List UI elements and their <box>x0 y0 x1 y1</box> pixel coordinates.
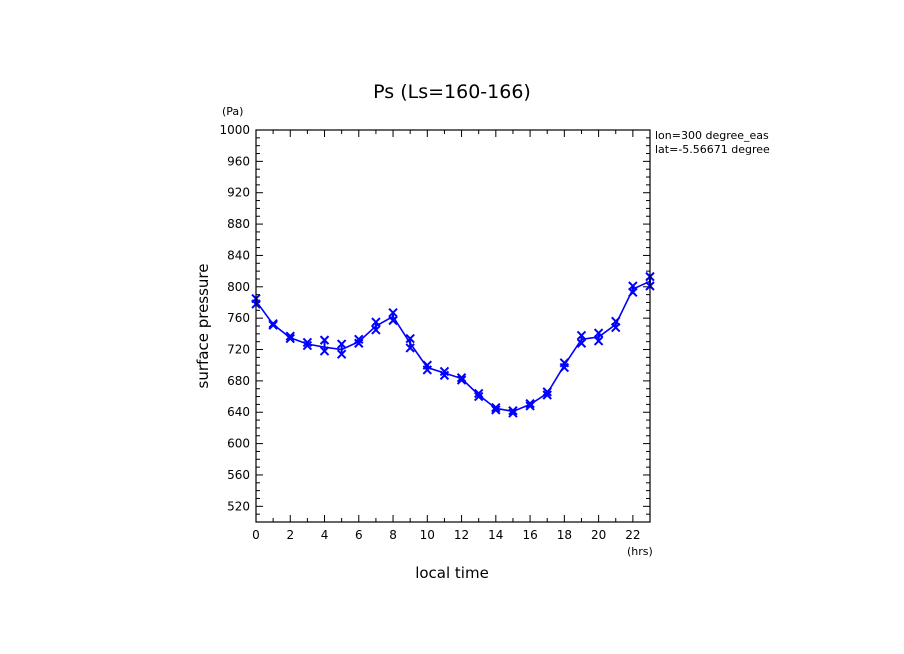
data-point <box>525 398 535 411</box>
chart-title: Ps (Ls=160-166) <box>373 81 531 103</box>
y-tick-label: 560 <box>227 468 250 482</box>
data-point <box>456 373 467 385</box>
x-tick-label: 14 <box>488 528 503 542</box>
x-tick-label: 10 <box>420 528 435 542</box>
data-point <box>628 281 638 297</box>
data-point <box>508 405 518 418</box>
data-point <box>405 333 415 353</box>
y-tick-label: 880 <box>227 217 250 231</box>
y-tick-label: 640 <box>227 405 250 419</box>
data-series <box>251 271 655 418</box>
x-tick-label: 20 <box>591 528 606 542</box>
x-tick-label: 22 <box>625 528 640 542</box>
x-tick-label: 0 <box>252 528 260 542</box>
annotation-lon: lon=300 degree_eas <box>655 129 769 142</box>
data-point <box>439 366 450 381</box>
x-tick-label: 16 <box>522 528 537 542</box>
data-point <box>559 358 570 373</box>
x-tick-label: 8 <box>389 528 397 542</box>
y-tick-label: 600 <box>227 437 250 451</box>
y-axis-title: surface pressure <box>194 264 212 389</box>
data-point <box>593 328 604 346</box>
x-tick-label: 18 <box>557 528 572 542</box>
data-point <box>491 402 501 415</box>
data-point <box>354 334 364 348</box>
data-point <box>422 360 433 375</box>
y-tick-label: 720 <box>227 343 250 357</box>
y-tick-label: 840 <box>227 248 250 262</box>
data-point <box>388 307 398 326</box>
annotation-lat: lat=-5.56671 degree <box>655 143 770 156</box>
x-axis-title: local time <box>415 564 489 582</box>
x-tick-label: 4 <box>321 528 329 542</box>
x-tick-label: 6 <box>355 528 363 542</box>
x-unit-label: (hrs) <box>627 545 653 558</box>
x-tick-label: 12 <box>454 528 469 542</box>
data-point <box>611 316 621 333</box>
x-tick-label: 2 <box>286 528 294 542</box>
data-point <box>285 331 295 344</box>
data-point <box>473 388 484 402</box>
y-tick-label: 520 <box>227 499 250 513</box>
series-line <box>255 280 651 413</box>
data-point <box>268 318 278 330</box>
data-point <box>336 339 347 359</box>
data-point <box>542 387 552 400</box>
plot-frame <box>255 129 651 523</box>
data-point <box>319 335 330 356</box>
y-tick-label: 760 <box>227 311 250 325</box>
y-unit-label: (Pa) <box>222 105 243 118</box>
data-point <box>576 330 587 348</box>
data-point <box>302 337 313 351</box>
axis-ticks: 0 2 4 6 8 10 12 14 16 18 20 22 520 560 600 640 680 720 760… <box>219 123 651 542</box>
data-point <box>371 317 381 335</box>
y-tick-label: 1000 <box>219 123 250 137</box>
y-tick-label: 800 <box>227 280 250 294</box>
y-tick-label: 960 <box>227 154 250 168</box>
y-tick-label: 680 <box>227 374 250 388</box>
y-tick-label: 920 <box>227 186 250 200</box>
